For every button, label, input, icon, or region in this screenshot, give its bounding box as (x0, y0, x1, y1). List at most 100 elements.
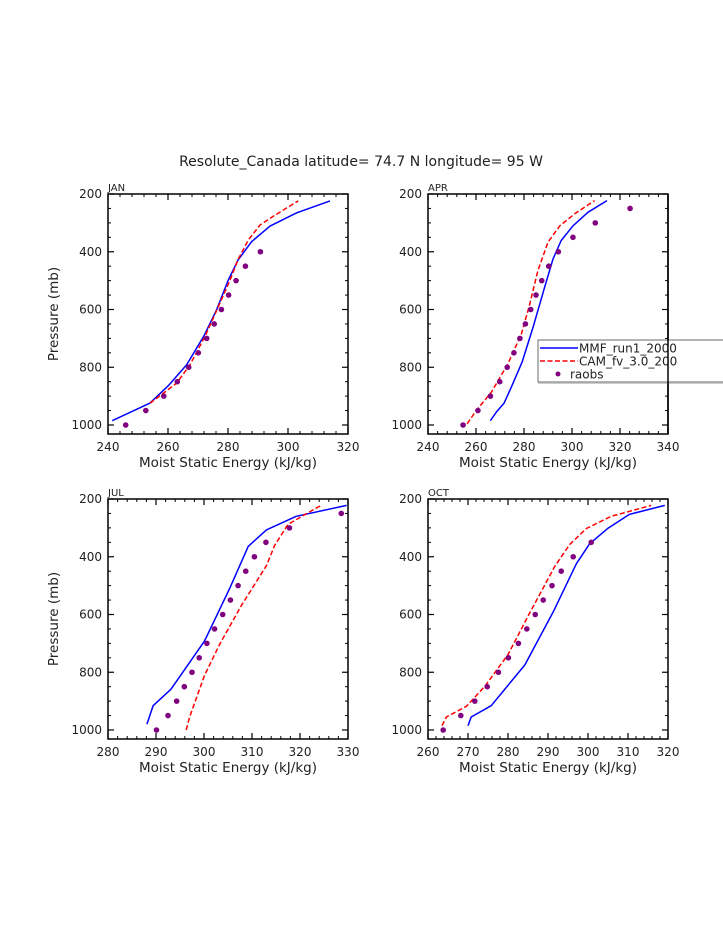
x-tick-label: 290 (145, 745, 168, 759)
raobs-point (242, 568, 249, 574)
raobs-point (570, 234, 576, 241)
raobs-point (592, 220, 599, 226)
cam-series-line (466, 199, 596, 425)
cam-series-line (149, 200, 299, 404)
raobs-point (505, 655, 512, 661)
x-tick-label: 270 (457, 745, 480, 759)
series-group (146, 504, 347, 733)
raobs-point (122, 422, 129, 428)
raobs-point (487, 393, 494, 399)
raobs-point (173, 698, 180, 704)
x-tick-label: 280 (513, 440, 536, 454)
y-tick-label: 400 (79, 245, 102, 259)
raobs-point (286, 525, 293, 531)
axes-frame (107, 498, 349, 740)
panel-jan: JAN 240 260 280 300 320 200 400 600 800 1000 Moist … (46, 183, 359, 471)
y-tick-label: 800 (399, 665, 422, 679)
raobs-point (533, 292, 539, 298)
legend-box (537, 339, 723, 383)
raobs-point (233, 277, 239, 284)
x-tick-label: 280 (497, 745, 520, 759)
panel-jul: JUL 280 290 300 310 320 330 200 400 600 800 1000 Moi… (46, 488, 359, 776)
legend-marker-raobs (555, 371, 561, 377)
raobs-point (515, 640, 522, 647)
y-axis-label: Pressure (mb) (46, 572, 62, 666)
mmf-series-line (489, 199, 608, 422)
raobs-point (532, 611, 538, 618)
x-tick-label: 260 (417, 745, 440, 759)
raobs-point (538, 277, 545, 284)
x-tick-label: 310 (617, 745, 640, 759)
panels-group: JAN 240 260 280 300 320 200 400 600 800 1000 Moist … (46, 183, 679, 776)
raobs-point (545, 263, 552, 269)
x-tick-label: 300 (193, 745, 216, 759)
raobs-point (174, 378, 181, 385)
raobs-point (251, 553, 258, 560)
y-tick-label: 1000 (71, 723, 102, 737)
raobs-point (517, 335, 523, 342)
axes-frame (427, 193, 669, 435)
y-tick-label: 800 (79, 665, 102, 679)
raobs-point (555, 248, 562, 255)
raobs-point (588, 539, 594, 546)
raobs-point (627, 205, 633, 212)
legend-entry-label: raobs (570, 368, 604, 382)
raobs-point (143, 407, 149, 414)
raobs-point (495, 669, 502, 676)
y-tick-label: 600 (79, 608, 102, 622)
x-tick-label: 320 (609, 440, 632, 454)
raobs-point (181, 683, 188, 690)
cam-series-line (185, 504, 322, 731)
panel-label: APR (428, 183, 448, 194)
raobs-point (549, 582, 555, 589)
mmf-series-line (146, 504, 347, 725)
x-tick-label: 280 (217, 440, 240, 454)
series-group (111, 200, 331, 428)
raobs-point (504, 364, 511, 371)
raobs-point (460, 422, 466, 428)
raobs-point (153, 727, 160, 733)
x-tick-label: 310 (241, 745, 264, 759)
raobs-point (211, 626, 218, 632)
cam-series-line (441, 504, 652, 727)
series-group (440, 504, 665, 733)
raobs-point (189, 669, 195, 676)
raobs-point (185, 364, 192, 371)
y-tick-label: 1000 (71, 418, 102, 432)
raobs-point (195, 350, 202, 356)
raobs-point (484, 683, 491, 690)
figure-title: Resolute_Canada latitude= 74.7 N longitu… (179, 154, 543, 170)
panel-label: JUL (107, 488, 124, 499)
raobs-point (211, 321, 217, 327)
mmf-series-line (111, 200, 331, 422)
raobs-point (338, 510, 345, 517)
y-tick-label: 200 (399, 187, 422, 201)
x-tick-label: 260 (465, 440, 488, 454)
y-tick-label: 400 (399, 245, 422, 259)
raobs-point (540, 597, 546, 603)
panel-oct: OCT 260 270 280 290 300 310 320 200 400 600 800 1000… (391, 488, 679, 776)
y-tick-label: 600 (79, 303, 102, 317)
axes-frame (427, 498, 669, 740)
raobs-point (511, 350, 517, 356)
axes-frame (107, 193, 349, 435)
y-tick-label: 600 (399, 608, 422, 622)
y-tick-label: 1000 (391, 723, 422, 737)
x-axis-label: Moist Static Energy (kJ/kg) (459, 455, 637, 471)
raobs-point (257, 248, 264, 255)
y-tick-label: 200 (399, 492, 422, 506)
y-tick-label: 800 (399, 360, 422, 374)
x-tick-label: 300 (577, 745, 600, 759)
legend-entry-label: CAM_fv_3.0_200 (579, 355, 677, 369)
x-tick-label: 300 (277, 440, 300, 454)
raobs-point (218, 306, 225, 313)
x-tick-label: 300 (561, 440, 584, 454)
raobs-point (496, 378, 503, 385)
panel-apr: APR 240 260 280 300 320 340 200 400 600 800 1000 Moi… (391, 183, 679, 471)
legend-entry-label: MMF_run1_2000 (579, 342, 677, 356)
raobs-point (475, 407, 481, 414)
y-tick-label: 400 (79, 550, 102, 564)
raobs-point (225, 292, 232, 298)
raobs-point (458, 712, 464, 719)
raobs-point (203, 335, 210, 342)
